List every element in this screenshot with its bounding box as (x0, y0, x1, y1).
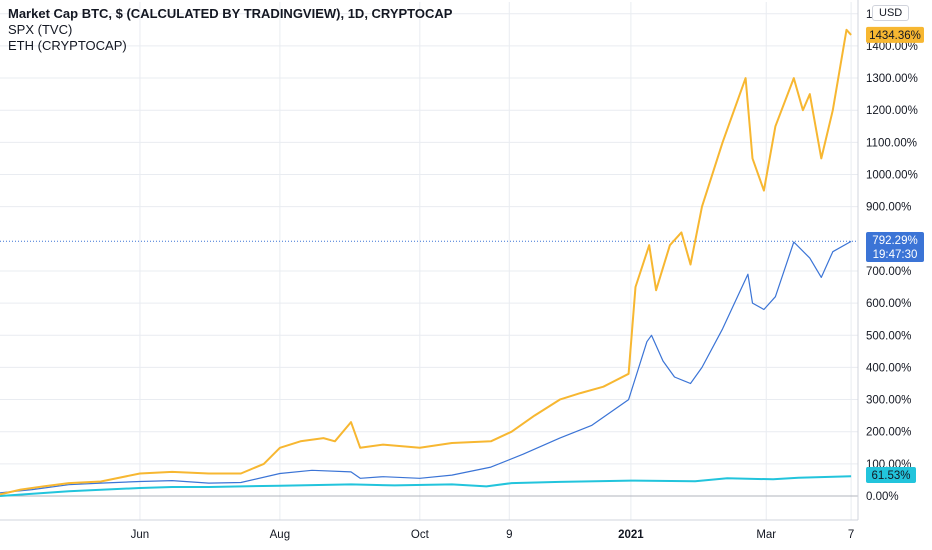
btc-value-label: 792.29% (872, 235, 917, 247)
x-tick-label: Jun (131, 529, 150, 541)
spx-value-badge: 61.53% (866, 467, 916, 483)
eth-value-badge: 1434.36% (866, 26, 924, 43)
chart-title[interactable]: Market Cap BTC, $ (CALCULATED BY TRADING… (8, 6, 453, 21)
spx-value-label: 61.53% (871, 470, 910, 482)
y-tick-label: 300.00% (866, 395, 911, 407)
y-tick-label: 400.00% (866, 362, 911, 374)
y-tick-label: 1200.00% (866, 105, 918, 117)
y-tick-label: 1100.00% (866, 137, 917, 149)
btc-countdown-label: 19:47:30 (873, 249, 918, 261)
y-tick-label: 600.00% (866, 298, 911, 310)
x-tick-label: Oct (411, 529, 430, 541)
x-tick-label: 7 (848, 529, 854, 541)
y-tick-label: 0.00% (866, 491, 899, 503)
x-tick-label: Aug (270, 529, 290, 541)
x-tick-label: Mar (756, 529, 776, 541)
currency-button[interactable]: USD (872, 5, 910, 21)
eth-value-label: 1434.36% (869, 30, 921, 42)
spx-series-line (0, 475, 852, 497)
y-tick-label: 500.00% (866, 330, 911, 342)
y-tick-label: 700.00% (866, 266, 911, 278)
eth-series-line (0, 28, 852, 496)
y-tick-label: 1000.00% (866, 170, 918, 182)
x-tick-label: 9 (506, 529, 512, 541)
x-axis: Jun Aug Oct 9 2021 Mar 7 (0, 519, 858, 541)
y-tick-label: 200.00% (866, 427, 911, 439)
x-tick-label: 2021 (618, 529, 644, 541)
btc-value-badge: 792.29% 19:47:30 (866, 232, 924, 262)
grid (0, 2, 858, 520)
legend-entry-spx[interactable]: SPX (TVC) (8, 22, 73, 37)
btc-series-line (0, 240, 852, 494)
y-tick-label: 1300.00% (866, 73, 918, 85)
zero-line (0, 240, 858, 497)
y-tick-label: 1400.00% (866, 41, 918, 53)
chart-legend: Market Cap BTC, $ (CALCULATED BY TRADING… (8, 6, 452, 54)
legend-entry-eth[interactable]: ETH (CRYPTOCAP) (8, 38, 127, 53)
series-lines (0, 28, 852, 497)
y-tick-label: 900.00% (866, 202, 911, 214)
price-badges: 1434.36% 792.29% 19:47:30 61.53% (866, 26, 924, 483)
